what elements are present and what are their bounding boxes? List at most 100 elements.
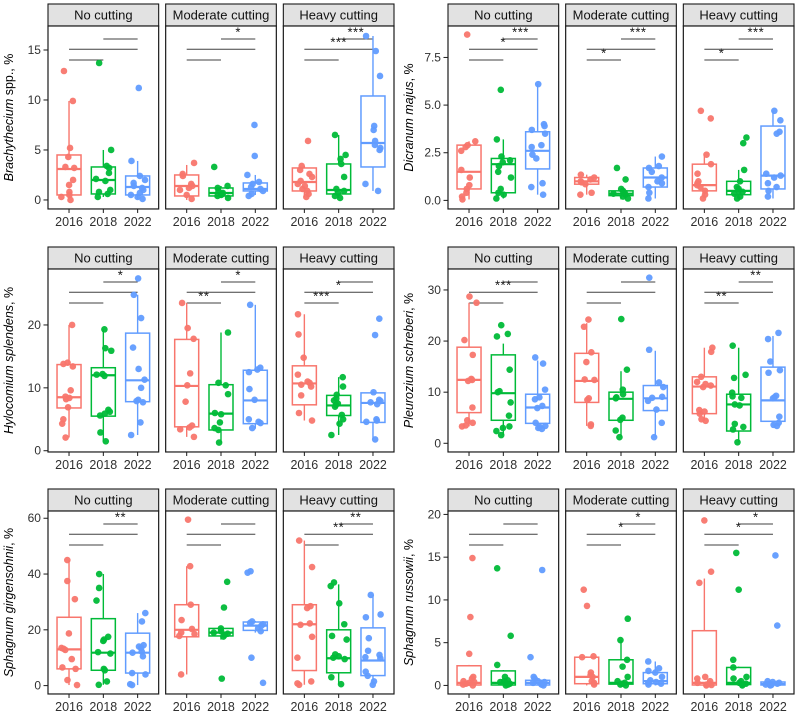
jitter-point	[740, 423, 747, 430]
jitter-point	[469, 419, 476, 426]
jitter-point	[248, 424, 256, 432]
jitter-point	[128, 157, 135, 165]
jitter-point	[771, 107, 778, 115]
significance-label: **	[350, 510, 361, 525]
jitter-point	[137, 314, 145, 321]
box	[360, 391, 386, 423]
jitter-point	[64, 403, 72, 411]
jitter-point	[504, 330, 512, 337]
jitter-point	[337, 160, 345, 168]
jitter-point	[142, 610, 149, 617]
x-tick-label: 2016	[55, 700, 83, 714]
jitter-point	[339, 415, 347, 423]
jitter-point	[183, 381, 191, 389]
jitter-point	[245, 368, 253, 376]
x-tick-label: 2022	[759, 458, 787, 472]
jitter-point	[259, 187, 267, 195]
jitter-point	[539, 179, 546, 187]
significance-label: **	[716, 288, 727, 303]
jitter-point	[222, 381, 230, 389]
jitter-point	[585, 315, 592, 323]
jitter-point	[729, 342, 736, 349]
jitter-point	[328, 674, 335, 681]
jitter-point	[295, 409, 303, 416]
jitter-point	[619, 390, 627, 398]
facet-strip-label: Moderate cutting	[573, 493, 670, 508]
jitter-point	[616, 433, 623, 441]
jitter-point	[645, 681, 652, 689]
jitter-point	[183, 191, 190, 199]
jitter-point	[590, 653, 597, 660]
jitter-point	[617, 637, 624, 644]
jitter-point	[770, 174, 778, 181]
jitter-point	[69, 97, 77, 105]
jitter-point	[327, 583, 335, 590]
jitter-point	[623, 656, 631, 664]
jitter-point	[329, 654, 337, 662]
jitter-point	[658, 393, 666, 400]
jitter-point	[736, 401, 743, 409]
jitter-point	[373, 400, 381, 408]
jitter-point	[696, 409, 704, 417]
jitter-point	[102, 437, 110, 445]
x-tick-label: 2018	[207, 458, 235, 472]
y-tick-label: 10	[428, 385, 442, 399]
panel-border	[447, 510, 560, 695]
x-tick-label: 2016	[173, 458, 201, 472]
x-tick-label: 2022	[241, 215, 269, 229]
jitter-point	[58, 420, 66, 427]
jitter-point	[328, 431, 335, 438]
jitter-point	[658, 153, 666, 160]
jitter-point	[587, 176, 594, 183]
jitter-point	[493, 427, 500, 434]
jitter-point	[186, 563, 194, 570]
jitter-point	[191, 631, 198, 638]
jitter-point	[777, 117, 784, 124]
y-tick-label: 10	[428, 593, 442, 607]
jitter-point	[622, 682, 630, 690]
jitter-point	[371, 435, 379, 443]
jitter-point	[577, 191, 584, 198]
jitter-point	[214, 192, 221, 200]
y-tick-label: 20	[428, 508, 442, 522]
jitter-point	[339, 373, 347, 381]
facet-strip-label: No cutting	[74, 7, 132, 22]
jitter-point	[743, 673, 750, 681]
jitter-point	[495, 162, 503, 170]
jitter-point	[104, 190, 111, 198]
facet-strip-label: No cutting	[74, 493, 132, 508]
jitter-point	[588, 189, 595, 197]
jitter-point	[777, 172, 784, 179]
y-tick-label: 0	[34, 679, 41, 693]
jitter-point	[245, 415, 253, 423]
jitter-point	[651, 669, 659, 677]
jitter-point	[215, 438, 223, 446]
x-tick-label: 2018	[325, 215, 353, 229]
jitter-point	[541, 122, 548, 130]
jitter-point	[303, 605, 311, 612]
jitter-point	[528, 126, 536, 134]
jitter-point	[247, 183, 255, 191]
jitter-point	[735, 586, 742, 594]
y-tick-label: 15	[28, 43, 42, 57]
jitter-point	[493, 136, 501, 143]
jitter-point	[465, 650, 473, 658]
jitter-point	[93, 370, 100, 378]
jitter-point	[211, 409, 219, 416]
jitter-point	[94, 193, 102, 201]
jitter-point	[73, 682, 81, 689]
facet-strip-label: No cutting	[474, 7, 532, 22]
jitter-point	[179, 172, 187, 180]
jitter-point	[624, 673, 631, 681]
x-tick-label: 2018	[89, 700, 117, 714]
jitter-point	[775, 329, 782, 336]
jitter-point	[659, 383, 667, 391]
jitter-point	[469, 682, 477, 690]
jitter-point	[185, 184, 193, 192]
box	[173, 338, 200, 428]
jitter-point	[707, 381, 715, 389]
jitter-point	[619, 663, 626, 671]
panel-dicranum-majus: Dicranum majus, % 0.0 2.5 5.0 7.5 No cutting *…	[402, 3, 795, 229]
jitter-point	[215, 426, 222, 433]
jitter-point	[137, 418, 144, 426]
